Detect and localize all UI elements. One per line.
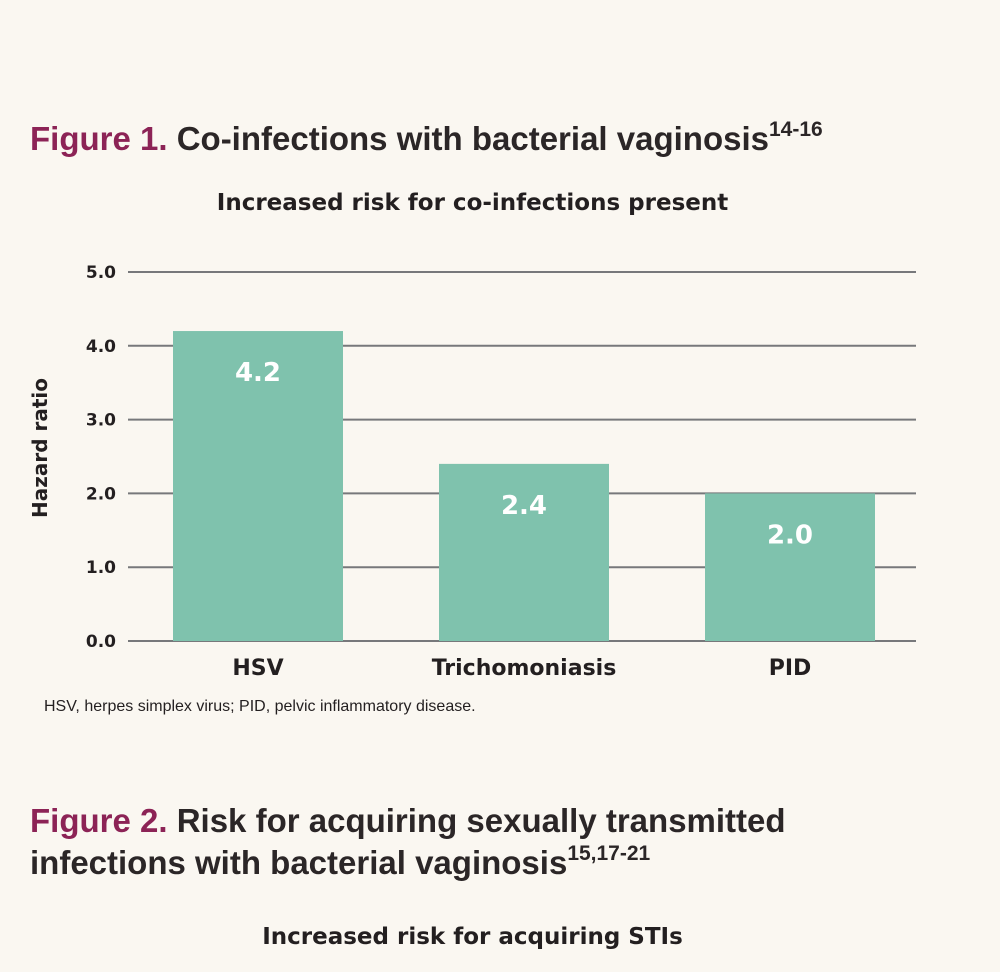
bar-pid bbox=[705, 493, 875, 641]
data-label-pid: 2.0 bbox=[767, 520, 813, 550]
hazard-ratio-bar-chart: 0.0 1.0 2.0 3.0 4.0 5.0 4.2 2.4 2.0 HSV Trichomo… bbox=[28, 263, 916, 680]
data-label-hsv: 4.2 bbox=[235, 358, 281, 388]
y-tick-label: 3.0 bbox=[86, 411, 116, 431]
bars bbox=[173, 331, 875, 641]
y-axis-label: Hazard ratio bbox=[28, 378, 52, 518]
x-axis-labels: HSV Trichomoniasis PID bbox=[232, 656, 811, 680]
figure-2-title: Figure 2. Risk for acquiring sexually tr… bbox=[30, 800, 930, 889]
data-label-trichomoniasis: 2.4 bbox=[501, 491, 547, 521]
x-tick-label-pid: PID bbox=[769, 656, 812, 680]
bar-trichomoniasis bbox=[439, 463, 609, 641]
data-labels: 4.2 2.4 2.0 bbox=[235, 358, 813, 550]
figure-1-references: 14-16 bbox=[768, 118, 823, 141]
chart-title: Increased risk for co-infections present bbox=[216, 190, 729, 216]
figure-1-title: Figure 1. Co-infections with bacterial v… bbox=[30, 118, 823, 165]
y-tick-label: 0.0 bbox=[86, 632, 116, 652]
y-tick-label: 2.0 bbox=[86, 484, 116, 504]
figure-2-references: 15,17-21 bbox=[567, 842, 651, 865]
x-tick-label-trichomoniasis: Trichomoniasis bbox=[432, 656, 617, 680]
y-axis-ticks: 0.0 1.0 2.0 3.0 4.0 5.0 bbox=[86, 263, 116, 652]
y-tick-label: 1.0 bbox=[86, 558, 116, 578]
y-tick-label: 4.0 bbox=[86, 337, 116, 357]
figure-1-label: Figure 1. bbox=[30, 120, 168, 157]
y-tick-label: 5.0 bbox=[86, 263, 116, 283]
chart-2-subtitle: Increased risk for acquiring STIs bbox=[262, 924, 683, 950]
x-tick-label-hsv: HSV bbox=[232, 656, 283, 680]
figure-2-label: Figure 2. bbox=[30, 802, 168, 839]
figure-1-title-text: Co-infections with bacterial vaginosis bbox=[176, 120, 769, 157]
figure-2-title-text: Risk for acquiring sexually transmitted … bbox=[30, 802, 786, 881]
bar-hsv bbox=[173, 331, 343, 641]
figure-1-footnote: HSV, herpes simplex virus; PID, pelvic i… bbox=[44, 698, 476, 715]
